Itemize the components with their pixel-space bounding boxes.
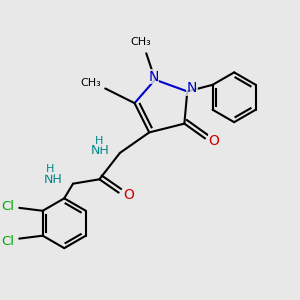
Text: O: O [123, 188, 134, 203]
Text: N: N [148, 70, 159, 84]
Text: NH: NH [44, 173, 63, 186]
Text: Cl: Cl [1, 235, 14, 248]
Text: N: N [187, 82, 197, 95]
Text: CH₃: CH₃ [80, 78, 101, 88]
Text: O: O [208, 134, 219, 148]
Text: H: H [45, 164, 54, 174]
Text: CH₃: CH₃ [130, 37, 151, 46]
Text: Cl: Cl [1, 200, 14, 213]
Text: NH: NH [91, 143, 110, 157]
Text: H: H [95, 136, 103, 146]
